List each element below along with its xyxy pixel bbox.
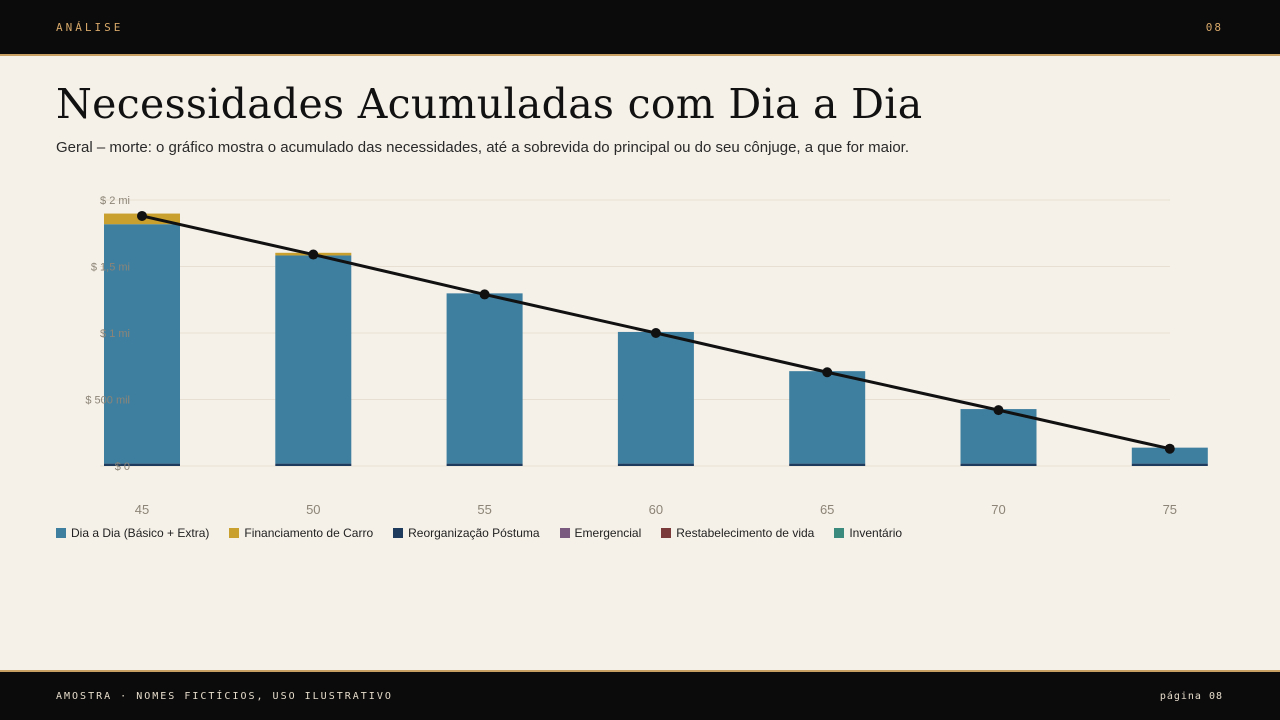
legend-swatch: [393, 528, 404, 538]
legend-label: Dia a Dia (Básico + Extra): [71, 526, 210, 540]
bar-segment: [446, 463, 523, 466]
bars: [104, 213, 1208, 466]
section-label: ANÁLISE: [56, 21, 124, 34]
top-bar: ANÁLISE 08: [0, 0, 1280, 56]
y-tick-label: $ 0: [115, 461, 130, 473]
bar-segment: [960, 463, 1037, 466]
chart-legend: Dia a Dia (Básico + Extra) Financiamento …: [56, 526, 902, 540]
bottom-bar: AMOSTRA · NOMES FICTÍCIOS, USO ILUSTRATI…: [0, 670, 1280, 720]
legend-swatch: [56, 528, 66, 538]
x-tick-label: 75: [1163, 502, 1177, 517]
page-number: página 08: [1159, 691, 1223, 702]
bar-segment: [789, 371, 866, 464]
legend-label: Financiamento de Carro: [244, 526, 374, 540]
line-point: [822, 367, 833, 378]
line-point: [650, 328, 661, 338]
legend-swatch: [229, 528, 240, 538]
legend-item: Inventário: [834, 526, 902, 540]
bar-segment: [960, 409, 1037, 464]
legend-swatch: [834, 528, 845, 538]
cumulative-needs-chart: $ 0 $ 500 mil $ 1 mi $ 1,5 mi $ 2 mi 45 50 55 60…: [85, 195, 1208, 517]
axis-labels: $ 0 $ 500 mil $ 1 mi $ 1,5 mi $ 2 mi 45 50 55 60…: [85, 195, 1177, 517]
line-point: [1164, 443, 1175, 454]
legend-swatch: [559, 528, 570, 538]
x-tick-label: 70: [991, 502, 1005, 517]
legend-item: Reorganização Póstuma: [393, 526, 540, 540]
bar-segment: [275, 463, 352, 466]
bar-segment: [446, 293, 523, 464]
bar-segment: [104, 463, 180, 466]
x-tick-label: 60: [649, 502, 663, 517]
legend-item: Restabelecimento de vida: [661, 526, 814, 540]
y-tick-label: $ 2 mi: [100, 195, 130, 207]
legend-label: Inventário: [849, 526, 903, 540]
x-tick-label: 55: [477, 502, 491, 517]
bar-segment: [617, 463, 694, 466]
line-point: [308, 249, 319, 260]
legend-label: Reorganização Póstuma: [408, 526, 540, 540]
section-number: 08: [1205, 21, 1223, 34]
bar-segment: [789, 463, 866, 466]
legend-item: Emergencial: [559, 526, 642, 540]
bar-segment: [104, 224, 180, 464]
y-tick-label: $ 500 mil: [85, 395, 130, 407]
x-tick-label: 50: [306, 502, 320, 517]
y-tick-label: $ 1 mi: [100, 328, 130, 340]
line-point: [137, 210, 147, 221]
x-tick-label: 45: [135, 502, 149, 517]
legend-item: Dia a Dia (Básico + Extra): [56, 526, 209, 540]
page-title: Necessidades Acumuladas com Dia a Dia: [56, 80, 923, 128]
bar-segment: [275, 255, 352, 464]
line-point: [993, 405, 1004, 416]
legend-label: Emergencial: [574, 526, 642, 540]
line-point: [479, 289, 490, 300]
legend-label: Restabelecimento de vida: [676, 526, 815, 540]
legend-item: Financiamento de Carro: [229, 526, 373, 540]
page-subtitle: Geral – morte: o gráfico mostra o acumul…: [56, 139, 909, 156]
legend-swatch: [661, 528, 672, 538]
x-tick-label: 65: [820, 502, 834, 517]
footer-note: AMOSTRA · NOMES FICTÍCIOS, USO ILUSTRATI…: [56, 691, 393, 702]
bar-segment: [1131, 463, 1208, 466]
bar-segment: [1131, 447, 1208, 464]
y-tick-label: $ 1,5 mi: [91, 262, 130, 274]
bar-segment: [617, 331, 694, 464]
total-line: [137, 210, 1175, 454]
